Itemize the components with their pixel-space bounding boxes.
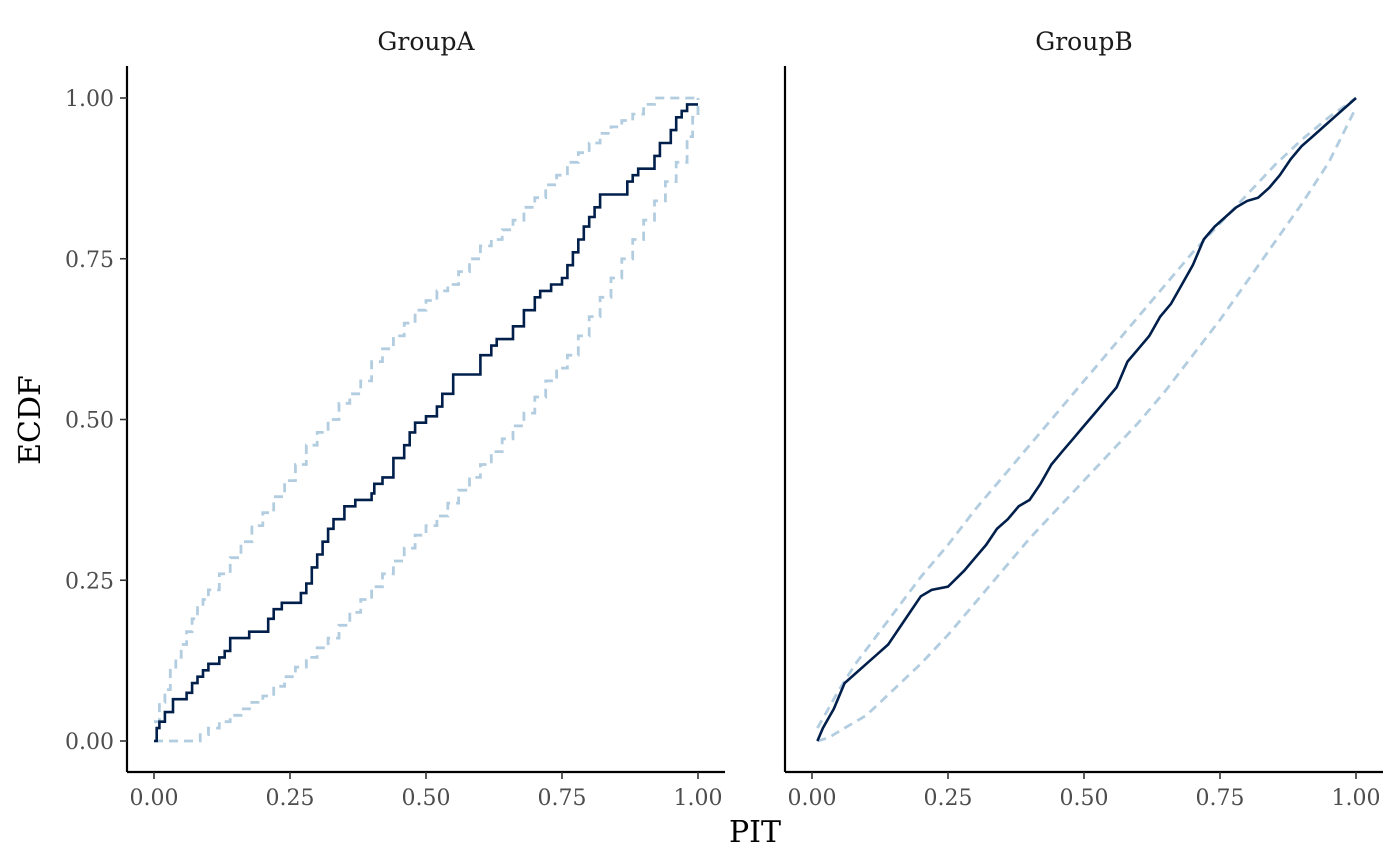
x-axis-title: PIT [729, 815, 781, 850]
x-tick-label: 0.25 [266, 786, 315, 811]
ecdf-line [154, 103, 698, 743]
panel-groupb: GroupB 0.00 0.25 0.50 0.75 1.00 [783, 27, 1383, 811]
y-tick-label: 0.00 [65, 730, 114, 755]
y-tick-label: 0.25 [65, 569, 114, 594]
y-tick-label: 0.75 [65, 248, 114, 273]
x-tick-label: 1.00 [674, 786, 723, 811]
ecdf-line [816, 97, 1357, 742]
panels: GroupA 0.00 0.25 0.50 0.75 1.00 0.00 0.25 0.50 0.… [65, 27, 1383, 811]
lower-band-line [154, 98, 700, 743]
y-tick-label: 1.00 [65, 87, 114, 112]
x-tick-label: 0.50 [402, 786, 451, 811]
y-tick-label: 0.50 [65, 409, 114, 434]
upper-band-line [154, 96, 698, 724]
x-tick-label: 0.75 [538, 786, 587, 811]
panel-title: GroupA [377, 27, 475, 56]
panel-title: GroupB [1035, 27, 1132, 56]
upper-band-line [816, 96, 1357, 729]
x-tick-label: 0.75 [1196, 786, 1245, 811]
x-tick-label: 0.50 [1060, 786, 1109, 811]
x-tick-label: 0.00 [130, 786, 179, 811]
y-axis-title: ECDF [13, 375, 48, 465]
x-tick-label: 0.00 [788, 786, 837, 811]
x-tick-label: 0.25 [924, 786, 973, 811]
panel-groupa: GroupA 0.00 0.25 0.50 0.75 1.00 0.00 0.25 0.50 0.… [65, 27, 725, 811]
x-tick-label: 1.00 [1332, 786, 1381, 811]
